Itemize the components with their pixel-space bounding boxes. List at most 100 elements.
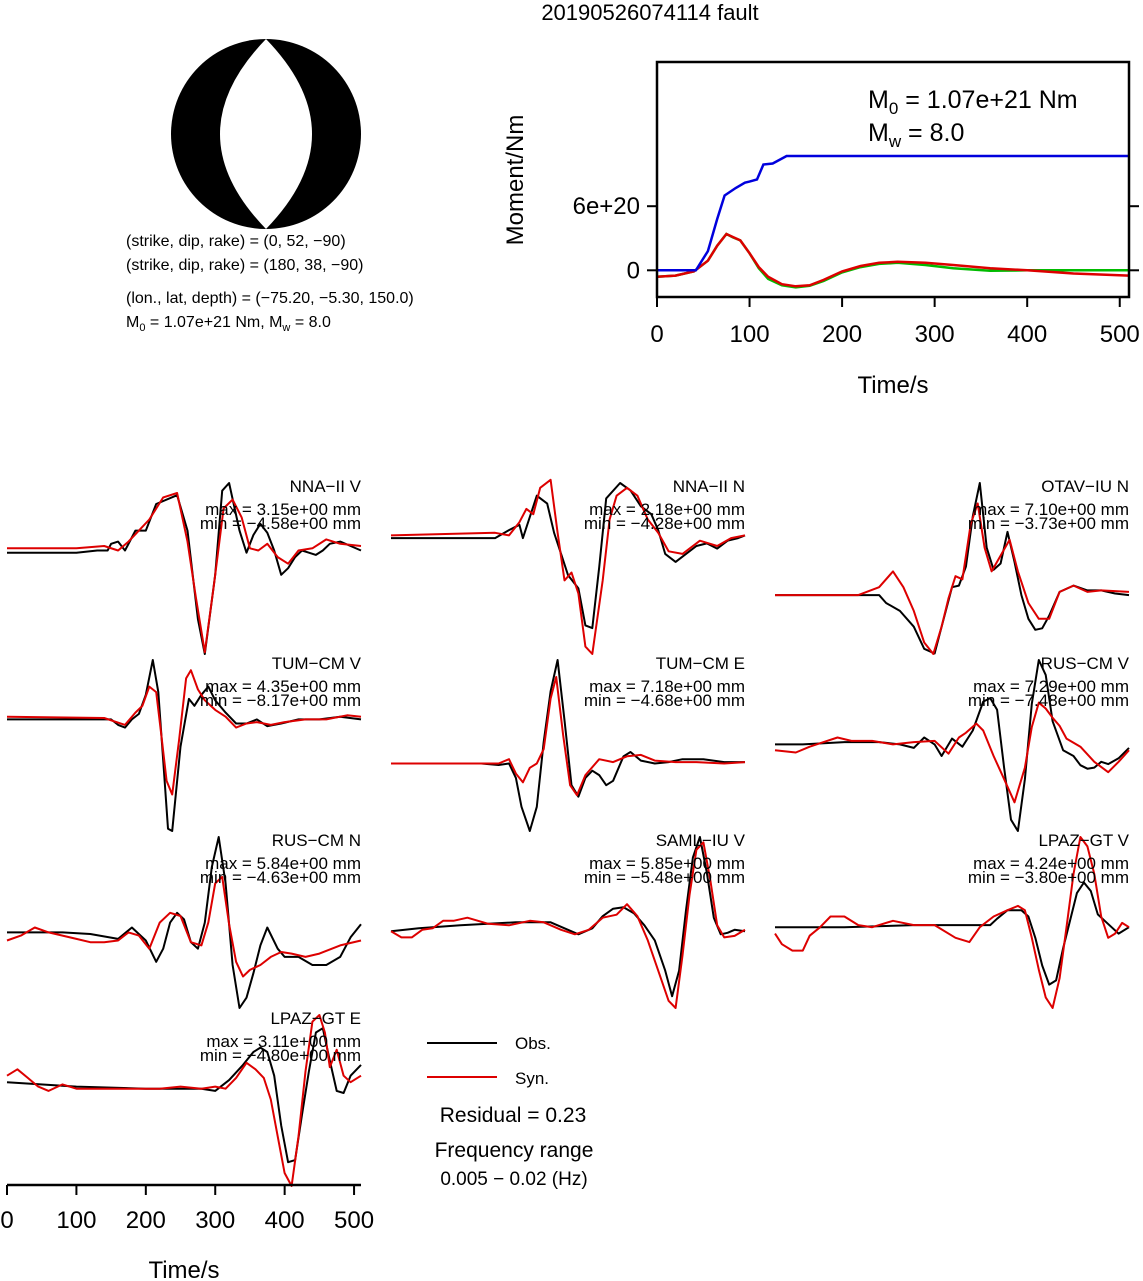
max-amplitude: max = 3.15e+00 mm: [205, 500, 361, 519]
station-label: NNA−II V: [290, 477, 362, 496]
stf-plot-frame: [655, 60, 1131, 299]
synthetic-trace: [391, 676, 746, 797]
moment-mid: = 1.07e+21 Nm, M: [145, 314, 282, 331]
observed-trace: [6, 1027, 362, 1164]
observed-trace: [391, 659, 745, 832]
waveform-x-axis-label: Time/s: [148, 1257, 219, 1281]
stf-m0-sub: 0: [889, 99, 898, 118]
stf-mw-annotation: Mw = 8.0: [868, 119, 964, 151]
frequency-range-title: Frequency range: [435, 1139, 594, 1162]
mechanism-line-1: (strike, dip, rake) = (0, 52, −90): [126, 233, 346, 250]
stf-series-2: [656, 232, 1130, 288]
min-amplitude: min = −4.80e+00 mm: [200, 1046, 361, 1065]
stf-mw-value: = 8.0: [901, 119, 964, 147]
observed-trace: [391, 482, 746, 630]
synthetic-trace: [390, 478, 746, 655]
synthetic-trace: [6, 875, 362, 978]
waveform-x-tick-label: 500: [334, 1207, 374, 1234]
stf-y-axis-label: Moment/Nm: [502, 115, 529, 246]
figure-title: 20190526074114 fault: [541, 0, 758, 25]
stf-series-0: [657, 154, 1129, 272]
max-amplitude: max = 7.29e+00 mm: [973, 677, 1129, 696]
stf-series-layer: [656, 154, 1130, 289]
stf-x-axis-label: Time/s: [857, 372, 928, 399]
synthetic-trace: [7, 492, 362, 654]
synthetic-trace: [6, 669, 362, 796]
residual-text: Residual = 0.23: [440, 1104, 587, 1127]
max-amplitude: max = 2.18e+00 mm: [589, 500, 745, 519]
stf-mw-sub: w: [888, 132, 902, 151]
stf-x-tick-label: 0: [650, 321, 663, 348]
mechanism-line-2: (strike, dip, rake) = (180, 38, −90): [126, 257, 363, 274]
synthetic-trace: [774, 836, 1130, 1009]
moment-m: M: [126, 314, 139, 331]
max-amplitude: max = 7.18e+00 mm: [589, 677, 745, 696]
max-amplitude: max = 3.11e+00 mm: [206, 1032, 361, 1051]
synthetic-trace: [390, 841, 746, 1009]
stf-x-tick-label: 300: [915, 321, 955, 348]
stf-x-tick-label: 100: [730, 321, 770, 348]
station-label: TUM−CM V: [272, 654, 362, 673]
station-label: OTAV−IU N: [1041, 477, 1129, 496]
max-amplitude: max = 5.84e+00 mm: [205, 854, 361, 873]
synthetic-trace: [774, 701, 1130, 804]
observed-trace: [7, 836, 362, 1009]
min-amplitude: min = −4.58e+00 mm: [200, 514, 361, 533]
stf-series-1: [656, 232, 1129, 289]
stf-x-tick-label: 500: [1100, 321, 1140, 348]
moment-sub: 0: [139, 322, 145, 334]
location-line: (lon., lat, depth) = (−75.20, −5.30, 150…: [126, 290, 414, 307]
waveform-x-tick-label: 300: [195, 1207, 235, 1234]
min-amplitude: min = −4.63e+00 mm: [200, 868, 361, 887]
waveform-x-tick-label: 100: [56, 1207, 96, 1234]
max-amplitude: max = 5.85e+00 mm: [589, 854, 745, 873]
min-amplitude: min = −4.68e+00 mm: [584, 691, 745, 710]
legend-obs-label: Obs.: [515, 1034, 551, 1053]
min-amplitude: min = −7.48e+00 mm: [968, 691, 1129, 710]
moment-line: M0 = 1.07e+21 Nm, Mw = 8.0: [126, 314, 331, 334]
min-amplitude: min = −3.73e+00 mm: [968, 514, 1129, 533]
min-amplitude: min = −8.17e+00 mm: [200, 691, 361, 710]
waveform-x-tick-label: 200: [126, 1207, 166, 1234]
beachball: [171, 39, 361, 229]
max-amplitude: max = 7.10e+00 mm: [973, 500, 1129, 519]
observed-trace: [7, 482, 362, 655]
stf-m0-value: = 1.07e+21 Nm: [898, 86, 1077, 114]
station-label: RUS−CM N: [272, 831, 361, 850]
stf-y-tick-label: 6e+20: [573, 193, 640, 220]
legend: Obs. Syn. Residual = 0.23 Frequency rang…: [427, 1034, 593, 1190]
observed-trace: [390, 836, 746, 998]
observed-trace: [775, 659, 1130, 832]
stf-y-tick-label: 0: [627, 257, 640, 284]
observed-trace: [775, 881, 1130, 986]
station-label: TUM−CM E: [656, 654, 745, 673]
stf-x-tick-label: 400: [1007, 321, 1047, 348]
max-amplitude: max = 4.35e+00 mm: [205, 677, 361, 696]
stf-m0-annotation: M0 = 1.07e+21 Nm: [868, 86, 1078, 118]
station-label: RUS−CM V: [1041, 654, 1130, 673]
max-amplitude: max = 4.24e+00 mm: [973, 854, 1129, 873]
synthetic-trace: [775, 502, 1130, 655]
beachball-white-lens: [220, 39, 312, 229]
min-amplitude: min = −5.48e+00 mm: [584, 868, 745, 887]
min-amplitude: min = −4.28e+00 mm: [584, 514, 745, 533]
station-label: LPAZ−GT V: [1038, 831, 1129, 850]
mw-val: = 8.0: [290, 314, 331, 331]
frequency-range-value: 0.005 − 0.02 (Hz): [440, 1169, 587, 1190]
stf-mw-prefix: M: [868, 119, 889, 147]
legend-syn-label: Syn.: [515, 1069, 549, 1088]
station-label: SAML−IU V: [656, 831, 746, 850]
